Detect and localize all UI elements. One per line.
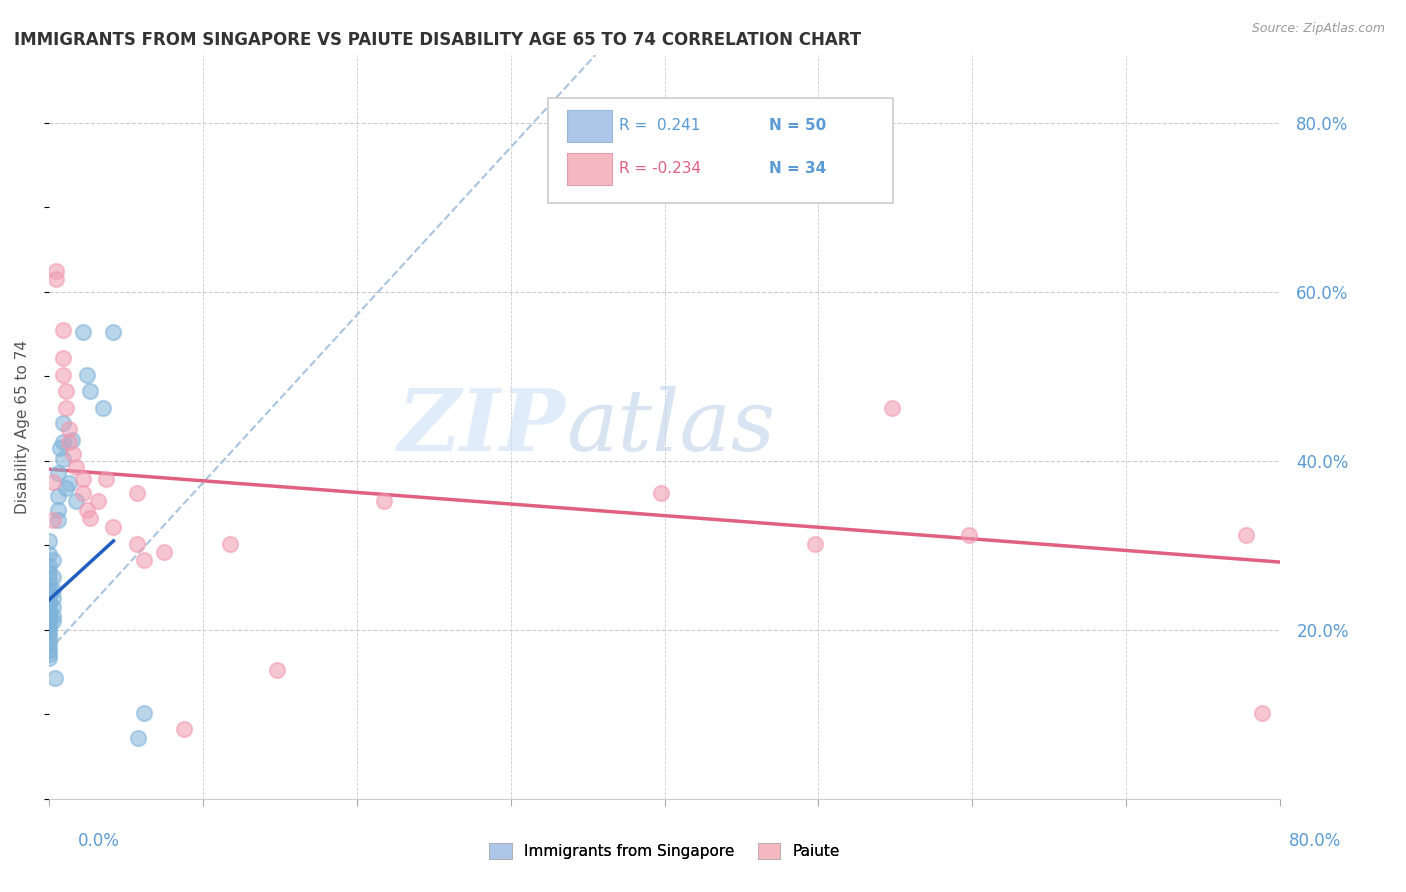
Point: [42, 513, 65, 527]
Point: [373, 494, 395, 508]
Text: 0.0%: 0.0%: [77, 831, 120, 849]
Point: [48, 441, 70, 455]
Text: IMMIGRANTS FROM SINGAPORE VS PAIUTE DISABILITY AGE 65 TO 74 CORRELATION CHART: IMMIGRANTS FROM SINGAPORE VS PAIUTE DISA…: [14, 31, 862, 49]
Point: [42, 475, 65, 489]
Point: [103, 519, 125, 533]
Point: [46, 467, 69, 481]
Point: [55, 384, 77, 399]
Point: [60, 433, 83, 447]
Text: ZIP: ZIP: [398, 385, 567, 468]
Point: [650, 485, 672, 500]
Text: 80.0%: 80.0%: [1288, 831, 1341, 849]
Point: [42, 614, 65, 628]
Point: [42, 553, 65, 567]
Text: Source: ZipAtlas.com: Source: ZipAtlas.com: [1251, 22, 1385, 36]
Point: [58, 435, 80, 450]
Point: [38, 596, 60, 610]
Point: [52, 435, 75, 450]
Point: [72, 326, 94, 340]
Point: [38, 587, 60, 601]
Point: [38, 559, 60, 574]
Point: [134, 706, 156, 720]
Point: [76, 502, 98, 516]
Point: [72, 472, 94, 486]
Point: [42, 591, 65, 606]
Point: [91, 401, 114, 416]
Point: [38, 578, 60, 592]
Point: [46, 502, 69, 516]
Point: [55, 401, 77, 416]
Point: [79, 384, 101, 398]
Point: [1250, 706, 1272, 720]
Point: [38, 604, 60, 618]
Text: R =  0.241: R = 0.241: [619, 119, 700, 133]
Point: [134, 553, 156, 567]
Point: [46, 489, 69, 503]
Point: [38, 616, 60, 631]
Point: [52, 323, 75, 337]
Point: [38, 599, 60, 614]
Point: [42, 582, 65, 597]
Point: [38, 591, 60, 606]
Text: N = 34: N = 34: [769, 161, 827, 176]
Text: R = -0.234: R = -0.234: [619, 161, 700, 176]
Point: [42, 570, 65, 584]
Point: [46, 513, 69, 527]
Point: [882, 401, 904, 416]
Point: [38, 651, 60, 665]
Point: [52, 368, 75, 382]
Point: [45, 272, 67, 286]
Point: [44, 671, 66, 685]
Point: [52, 452, 75, 467]
Point: [94, 472, 117, 486]
Point: [72, 485, 94, 500]
Point: [127, 731, 149, 745]
Point: [38, 625, 60, 640]
Point: [76, 368, 98, 382]
Point: [125, 536, 148, 550]
Point: [62, 447, 84, 461]
Point: [65, 494, 87, 508]
Point: [38, 608, 60, 623]
Point: [38, 643, 60, 657]
Point: [58, 422, 80, 436]
Point: [65, 460, 87, 475]
Legend: Immigrants from Singapore, Paiute: Immigrants from Singapore, Paiute: [484, 838, 846, 865]
Point: [38, 566, 60, 580]
Point: [45, 263, 67, 277]
Point: [38, 582, 60, 596]
Point: [38, 547, 60, 561]
Y-axis label: Disability Age 65 to 74: Disability Age 65 to 74: [15, 340, 30, 514]
Point: [79, 511, 101, 525]
Point: [42, 609, 65, 624]
Point: [38, 638, 60, 652]
Point: [87, 494, 110, 508]
Point: [38, 572, 60, 586]
Point: [266, 663, 288, 677]
Point: [52, 351, 75, 365]
Point: [55, 481, 77, 495]
Point: [42, 599, 65, 614]
Text: N = 50: N = 50: [769, 119, 827, 133]
Point: [125, 485, 148, 500]
Text: atlas: atlas: [567, 385, 775, 468]
Point: [219, 536, 242, 550]
Point: [957, 528, 980, 542]
Point: [804, 536, 827, 550]
Point: [173, 723, 195, 737]
Point: [38, 613, 60, 627]
Point: [58, 475, 80, 490]
Point: [103, 326, 125, 340]
Point: [38, 630, 60, 644]
Point: [38, 633, 60, 648]
Point: [1236, 528, 1258, 542]
Point: [52, 416, 75, 430]
Point: [38, 621, 60, 635]
Point: [38, 647, 60, 661]
Point: [153, 545, 176, 559]
Point: [38, 533, 60, 548]
